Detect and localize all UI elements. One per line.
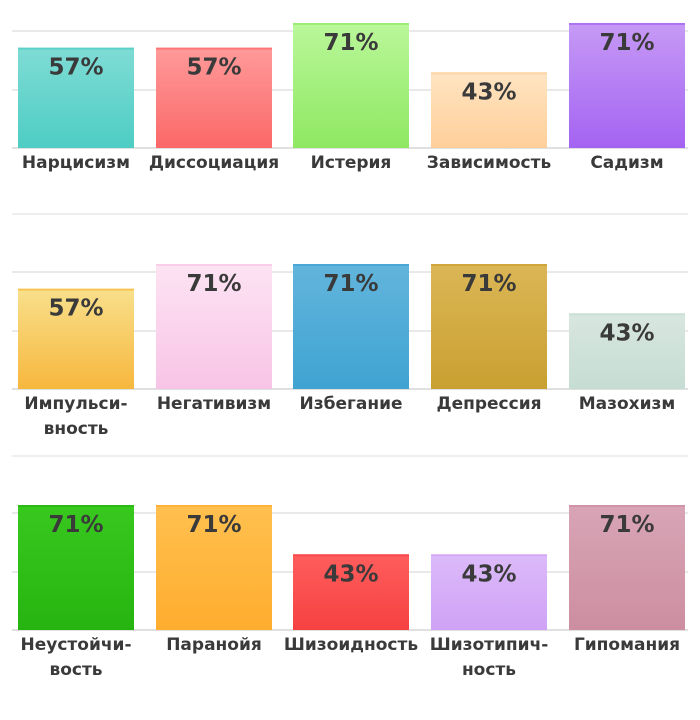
bar (18, 505, 134, 630)
bar (569, 505, 685, 630)
bar (431, 264, 547, 389)
category-label: вость (49, 660, 102, 680)
bar (431, 72, 547, 148)
data-label: 57% (48, 296, 103, 322)
data-label: 71% (461, 271, 516, 297)
category-label: Гипомания (574, 635, 680, 655)
category-label: Нарцисизм (22, 153, 130, 173)
bar-top-edge (293, 23, 409, 25)
category-label: Неустойчи- (21, 635, 132, 655)
bar (293, 554, 409, 630)
chart-panel-2: 57% Импульси-вность 71% Негативизм 71% Избега… (12, 264, 688, 439)
data-label: 71% (323, 30, 378, 56)
category-label: Шизоидность (284, 635, 418, 655)
data-label: 71% (599, 30, 654, 56)
category-label: Истерия (311, 153, 392, 173)
bar (293, 23, 409, 148)
bar-top-edge (293, 554, 409, 557)
bar (156, 505, 272, 630)
category-label: Садизм (590, 153, 663, 173)
bar (293, 264, 409, 389)
bar (569, 313, 685, 389)
category-label: Зависимость (427, 153, 551, 173)
bar-top-edge (569, 313, 685, 316)
chart-panel-3: 71% Неустойчи-вость 71% Паранойя 43% Шизоидно… (12, 505, 688, 680)
bar-top-edge (156, 47, 272, 50)
category-label: Депрессия (436, 394, 541, 414)
data-label: 71% (186, 271, 241, 297)
bar-top-edge (18, 47, 134, 50)
bar (18, 47, 134, 148)
bar (431, 554, 547, 630)
bar (18, 288, 134, 389)
bar-top-edge (156, 505, 272, 507)
bar-top-edge (156, 264, 272, 266)
data-label: 71% (186, 512, 241, 538)
bar-top-edge (18, 288, 134, 291)
bar-top-edge (18, 505, 134, 507)
bar (156, 47, 272, 148)
category-label: Избегание (299, 394, 402, 414)
data-label: 43% (323, 561, 378, 587)
data-label: 71% (323, 271, 378, 297)
data-label: 57% (186, 55, 241, 81)
data-label: 43% (461, 79, 516, 105)
data-label: 71% (599, 512, 654, 538)
category-label: Негативизм (157, 394, 271, 414)
bar-top-edge (569, 505, 685, 507)
bar (156, 264, 272, 389)
category-label: Шизотипич- (430, 635, 549, 655)
category-label: Мазохизм (579, 394, 676, 414)
bar-top-edge (431, 72, 547, 75)
data-label: 71% (48, 512, 103, 538)
bar-top-edge (293, 264, 409, 266)
bar (569, 23, 685, 148)
data-label: 43% (599, 320, 654, 346)
data-label: 57% (48, 55, 103, 81)
data-label: 43% (461, 561, 516, 587)
bar-top-edge (431, 264, 547, 266)
category-label: Импульси- (24, 394, 127, 414)
category-label: Диссоциация (149, 153, 279, 173)
bar-top-edge (569, 23, 685, 25)
bar-top-edge (431, 554, 547, 557)
chart-panel-1: 57% Нарцисизм 57% Диссоциация 71% Истерия 43% З… (12, 23, 688, 173)
category-label: ность (462, 660, 516, 680)
category-label: вность (44, 419, 109, 439)
category-label: Паранойя (166, 635, 262, 655)
